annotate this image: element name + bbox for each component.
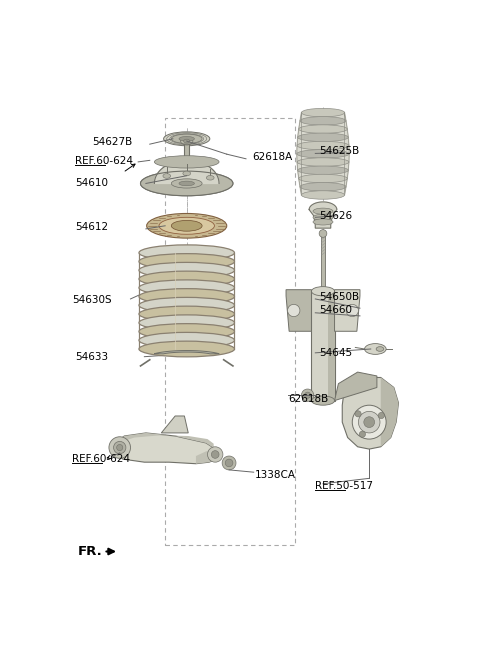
Ellipse shape [313, 219, 333, 225]
Ellipse shape [114, 441, 126, 454]
Ellipse shape [312, 287, 335, 296]
Ellipse shape [299, 174, 347, 183]
Text: 62618A: 62618A [252, 152, 292, 162]
Ellipse shape [313, 215, 333, 220]
Ellipse shape [139, 297, 234, 313]
Ellipse shape [300, 182, 346, 191]
Ellipse shape [139, 333, 234, 348]
Ellipse shape [222, 456, 236, 470]
Ellipse shape [141, 171, 233, 195]
Ellipse shape [298, 166, 348, 174]
Ellipse shape [301, 191, 345, 199]
Polygon shape [321, 234, 325, 290]
Text: 54610: 54610 [75, 178, 108, 188]
Ellipse shape [184, 139, 190, 143]
Ellipse shape [288, 304, 300, 317]
Ellipse shape [179, 136, 194, 141]
Text: 54626: 54626 [319, 211, 352, 221]
Ellipse shape [207, 447, 223, 462]
Polygon shape [297, 113, 349, 195]
Ellipse shape [304, 392, 311, 398]
Ellipse shape [139, 271, 234, 287]
Ellipse shape [171, 134, 202, 144]
Ellipse shape [364, 417, 374, 428]
Text: REF.50-517: REF.50-517 [315, 481, 373, 491]
Ellipse shape [147, 213, 227, 238]
Ellipse shape [171, 220, 202, 231]
Ellipse shape [346, 304, 359, 317]
Text: 54650B: 54650B [319, 292, 359, 302]
Ellipse shape [298, 133, 348, 142]
Polygon shape [114, 433, 219, 464]
Ellipse shape [301, 108, 345, 117]
Polygon shape [114, 433, 219, 464]
Ellipse shape [359, 411, 380, 433]
Ellipse shape [319, 230, 327, 237]
Ellipse shape [139, 254, 234, 270]
Ellipse shape [352, 405, 386, 439]
Ellipse shape [139, 262, 234, 278]
Ellipse shape [376, 346, 384, 352]
Text: 54633: 54633 [75, 352, 108, 363]
Ellipse shape [297, 141, 349, 150]
Text: 54630S: 54630S [72, 295, 112, 306]
Ellipse shape [297, 158, 349, 166]
Text: 1338CA: 1338CA [255, 470, 296, 480]
Polygon shape [286, 290, 312, 331]
Polygon shape [155, 160, 219, 184]
Text: 54645: 54645 [319, 348, 352, 358]
Ellipse shape [299, 125, 347, 133]
Ellipse shape [301, 389, 314, 401]
Text: 54627B: 54627B [92, 137, 132, 147]
Polygon shape [335, 290, 360, 331]
Polygon shape [161, 416, 188, 433]
Ellipse shape [206, 175, 214, 180]
Polygon shape [312, 291, 335, 401]
Ellipse shape [139, 289, 234, 304]
Text: FR.: FR. [78, 545, 103, 558]
Ellipse shape [378, 413, 384, 419]
Ellipse shape [297, 150, 349, 158]
Ellipse shape [313, 208, 333, 215]
Polygon shape [381, 377, 398, 447]
Polygon shape [342, 377, 398, 449]
Ellipse shape [180, 137, 193, 145]
Ellipse shape [355, 411, 361, 417]
Text: 54625B: 54625B [319, 146, 360, 156]
Polygon shape [184, 144, 189, 161]
Polygon shape [335, 372, 377, 401]
Ellipse shape [360, 431, 365, 438]
Ellipse shape [139, 323, 234, 339]
Text: REF.60-624: REF.60-624 [72, 454, 130, 464]
Polygon shape [154, 350, 219, 354]
Text: 54612: 54612 [75, 222, 108, 232]
Text: REF.60-624: REF.60-624 [75, 156, 133, 166]
Polygon shape [328, 291, 335, 401]
Polygon shape [312, 290, 335, 291]
Ellipse shape [139, 341, 234, 357]
Ellipse shape [139, 245, 234, 260]
Ellipse shape [312, 396, 335, 405]
Polygon shape [141, 171, 233, 195]
Ellipse shape [155, 155, 219, 168]
Ellipse shape [139, 315, 234, 331]
Ellipse shape [109, 437, 131, 459]
Ellipse shape [183, 171, 191, 176]
Ellipse shape [225, 459, 233, 467]
Text: 62618B: 62618B [288, 394, 329, 404]
Ellipse shape [164, 132, 210, 146]
Ellipse shape [171, 179, 202, 188]
Ellipse shape [117, 445, 123, 451]
Ellipse shape [159, 217, 215, 234]
Text: 54660: 54660 [319, 306, 352, 316]
Ellipse shape [139, 306, 234, 322]
Polygon shape [309, 202, 337, 228]
Ellipse shape [179, 181, 194, 186]
Ellipse shape [365, 344, 386, 354]
Ellipse shape [211, 451, 219, 459]
Ellipse shape [163, 174, 170, 178]
Ellipse shape [139, 280, 234, 296]
Ellipse shape [300, 117, 346, 125]
